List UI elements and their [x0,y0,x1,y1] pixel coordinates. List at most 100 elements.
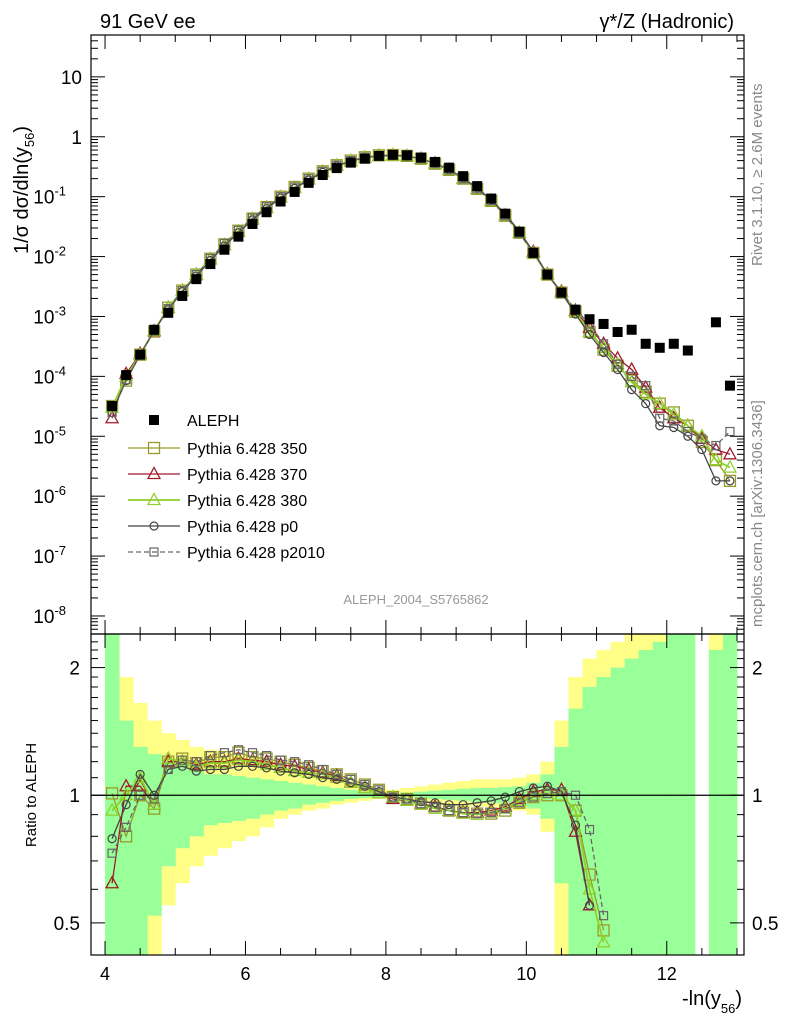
mc-point-p370 [722,446,738,460]
band-inner-bin [259,779,275,815]
ratio-point-p0 [332,774,342,784]
aleph-data-point [275,196,286,207]
ratio-y-tick-label-right: 0.5 [752,914,778,935]
aleph-data-point [556,287,567,298]
ratio-point-p2010 [388,792,398,802]
aleph-data-point [177,290,188,301]
y-tick-label: 10-5 [33,423,66,448]
band-inner-bin [554,746,569,884]
ratio-point-p380 [217,755,232,769]
legend-label-p350: Pythia 6.428 350 [187,441,307,458]
mc-line-p370 [111,154,731,455]
aleph-data-point [514,226,525,237]
band-inner-bin [582,686,598,955]
aleph-data-point [191,274,202,285]
aleph-data-point [472,181,483,192]
ratio-point-p0 [570,820,581,830]
aleph-data-point [654,342,665,353]
aleph-data-point [430,156,441,167]
ratio-point-p0 [486,796,496,806]
ratio-point-p2010 [346,774,356,784]
aleph-data-point [289,186,300,197]
band-inner-bin [301,784,317,805]
aleph-data-point [317,170,328,181]
mc-line-p350 [111,154,731,482]
ratio-point-p2010 [304,760,314,770]
mc-point-p370 [624,361,639,375]
ratio-y-tick-label: 1 [69,786,80,807]
mc-point-p2010 [655,413,665,423]
aleph-data-point [710,317,721,328]
ratio-point-p380 [231,752,246,766]
ratio-point-p2010 [458,808,468,818]
mc-point-p2010 [627,371,637,381]
x-tick-label: 8 [381,964,391,984]
legend-marker-p0 [149,521,159,531]
y-tick-label: 10-7 [33,543,66,568]
mc-point-p2010 [725,426,735,437]
aleph-data-point [107,401,118,412]
ratio-point-p2010 [584,824,595,835]
mc-point-p0 [598,347,609,358]
main-ylabel-text: 1/σ dσ/dln(y [11,147,33,254]
ratio-point-p370 [217,753,232,767]
mc-point-p380 [624,374,639,388]
aleph-data-point [247,218,258,229]
ratio-point-p0 [107,834,117,844]
mc-point-p380 [708,452,724,466]
y-tick-label: 1 [71,128,82,149]
aleph-data-point [626,324,637,335]
ratio-point-p0 [121,800,131,810]
x-axis-label: -ln(y56) [682,988,742,1016]
aleph-data-point [668,338,679,349]
aleph-data-point [682,345,693,356]
mc-line-p0 [111,154,730,482]
ratio-point-p380 [161,750,176,764]
band-inner-bin [175,764,190,849]
mc-point-p380 [722,459,738,473]
band-inner-bin [652,641,668,955]
ratio-point-p2010 [528,792,538,802]
ratio-point-p380 [259,756,274,770]
svg-text:1/σ dσ/dln(y56): 1/σ dσ/dln(y56) [11,126,37,254]
ratio-point-p0 [205,764,215,775]
ratio-point-p380 [413,796,429,810]
ratio-point-p370 [189,756,204,770]
ratio-point-p2010 [332,769,342,779]
ratio-point-p380 [147,796,162,810]
ratio-point-p0 [177,761,187,771]
mc-point-p0 [613,364,623,375]
mc-point-p0 [725,476,735,486]
ratio-point-p2010 [261,751,272,761]
aleph-data-point [163,307,174,318]
mc-point-p0 [711,476,721,486]
mc-point-p2010 [683,426,693,437]
legend-label-p0: Pythia 6.428 p0 [187,519,298,536]
band-inner-bin [245,777,261,819]
ratio-y-tick-label-right: 1 [752,786,763,807]
analysis-watermark: ALEPH_2004_S5765862 [343,592,488,607]
ratio-point-p0 [290,768,300,778]
ratio-series-layer [104,745,611,948]
legend-marker-p380 [146,492,162,506]
mc-point-p2010 [697,434,707,444]
ratio-point-p0 [233,761,244,771]
aleph-data-point [359,153,370,164]
band-inner-bin [217,774,232,824]
ratio-point-p0 [191,766,201,776]
legend-item-p0: Pythia 6.428 p0 [128,519,298,536]
band-inner-bin [596,677,612,955]
ratio-point-p2010 [191,757,201,767]
y-tick-label: 10-4 [33,363,66,388]
aleph-data-point [121,370,132,381]
mc-point-p0 [641,399,651,409]
ratio-point-p370 [498,798,513,812]
main-ylabel-close: ) [11,126,33,133]
aleph-data-point [570,304,581,315]
band-inner-bin [610,667,626,955]
ratio-point-p0 [261,763,272,773]
aleph-data-point [303,177,314,188]
main-ylabel-sub: 56 [22,133,37,147]
legend-label-p370: Pythia 6.428 370 [187,467,307,484]
mc-line-p2010 [111,154,731,447]
